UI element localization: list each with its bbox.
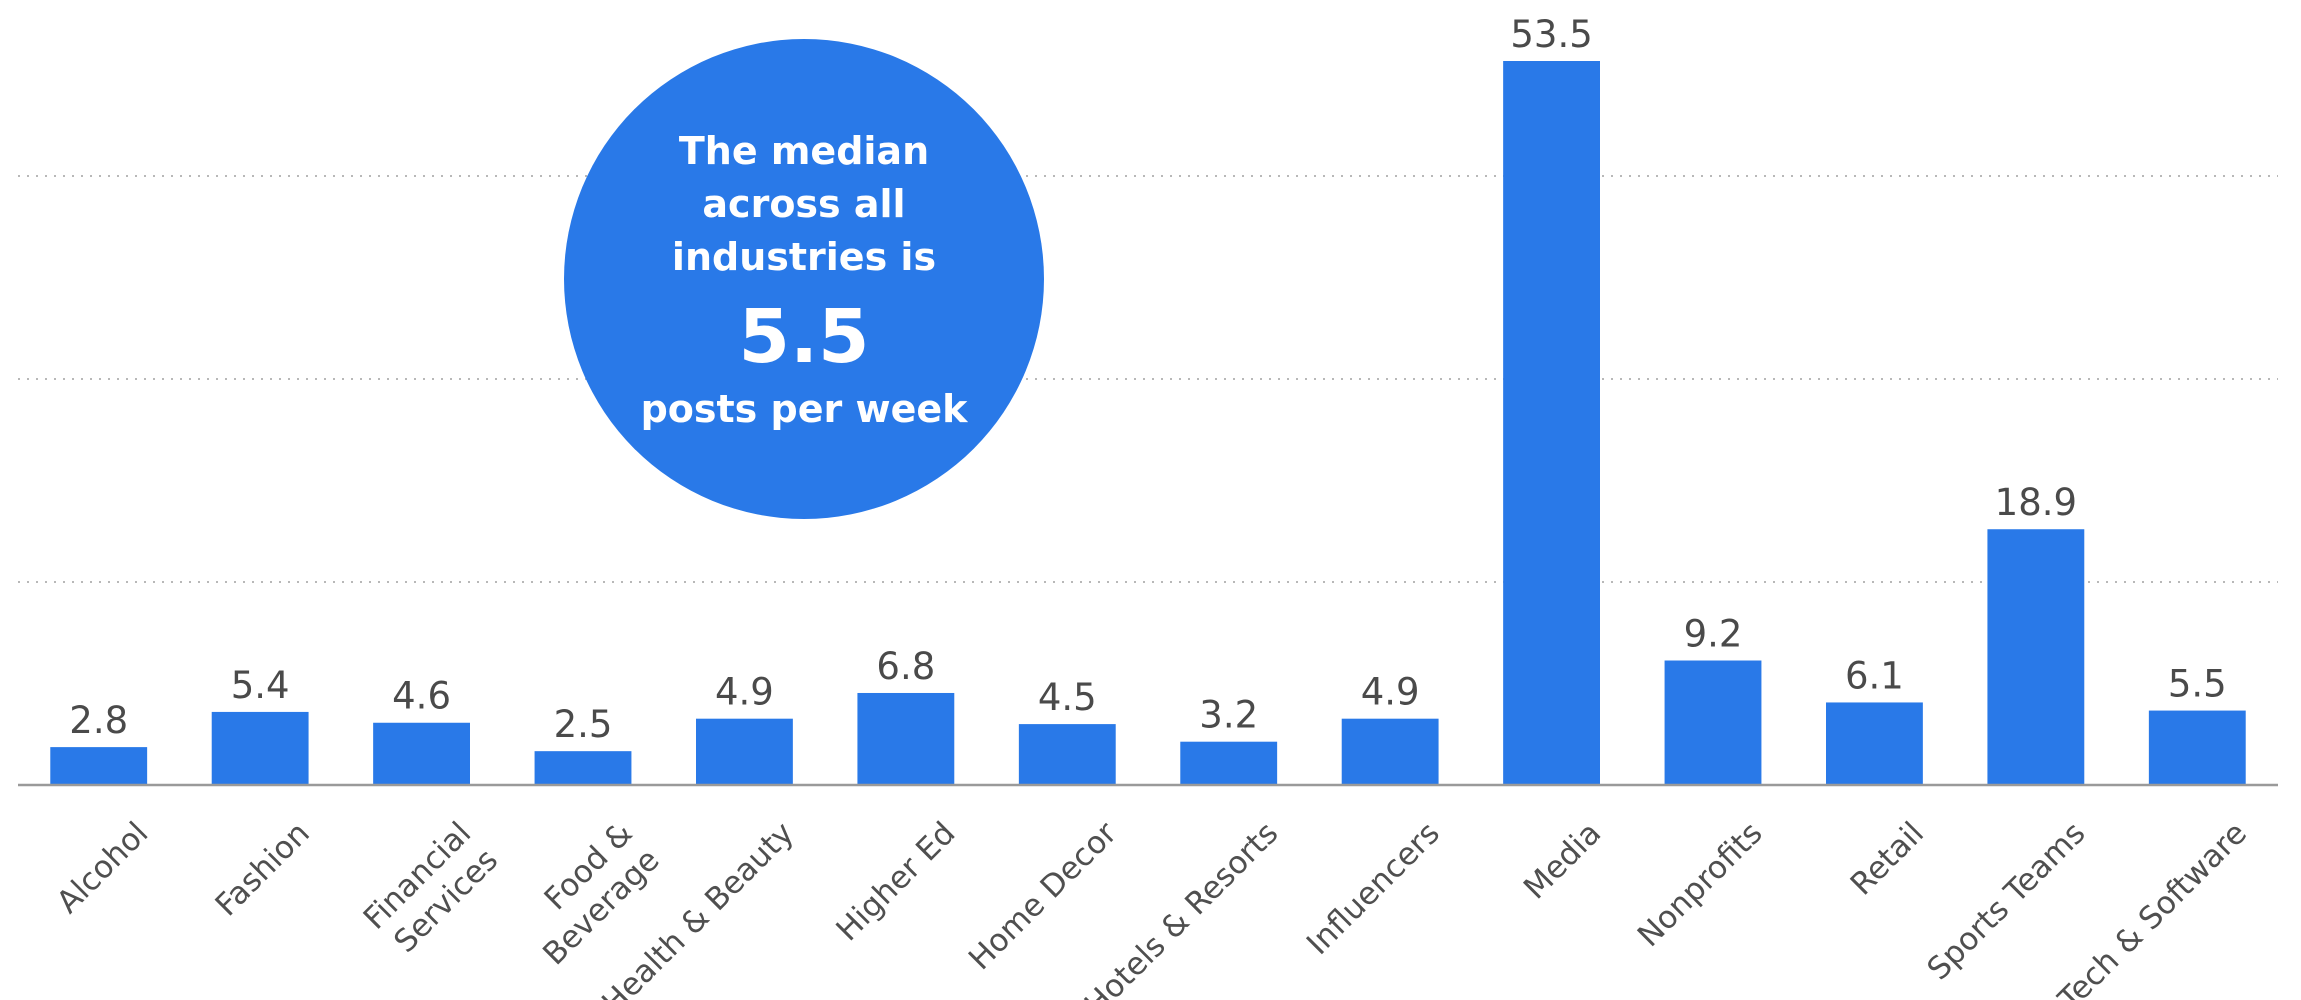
value-label: 3.2: [1199, 694, 1258, 737]
category-label: Alcohol: [50, 815, 155, 920]
bar: [535, 751, 632, 785]
bar: [1180, 742, 1277, 785]
category-label: Sports Teams: [1920, 815, 2092, 987]
value-label: 18.9: [1995, 481, 2077, 524]
value-label: 5.4: [231, 664, 290, 707]
category-label-line: Retail: [1844, 815, 1931, 902]
bar: [212, 712, 309, 785]
callout-line-4: posts per week: [641, 387, 969, 431]
category-label: Nonprofits: [1631, 815, 1770, 954]
category-label-line: Sports Teams: [1920, 815, 2092, 987]
value-label: 4.5: [1038, 676, 1097, 719]
category-label-line: Media: [1517, 815, 1608, 906]
callout-line-3: industries is: [672, 235, 936, 279]
bar: [2149, 711, 2246, 785]
category-label: Media: [1517, 815, 1608, 906]
value-label: 9.2: [1684, 612, 1743, 655]
bar: [1019, 724, 1116, 785]
callout-value: 5.5: [738, 294, 869, 380]
category-label-line: Fashion: [209, 815, 317, 923]
bar: [1342, 719, 1439, 785]
bar: [857, 693, 954, 785]
category-label: FinancialServices: [357, 815, 505, 963]
bar: [373, 723, 470, 785]
category-label: Higher Ed: [829, 815, 962, 948]
category-label-line: Influencers: [1300, 815, 1447, 962]
bar: [1665, 660, 1762, 785]
callout-line-2: across all: [702, 182, 905, 226]
value-label: 6.8: [876, 645, 935, 688]
category-label-line: Higher Ed: [829, 815, 962, 948]
category-label: Influencers: [1300, 815, 1447, 962]
bar: [1503, 61, 1600, 785]
bar: [1826, 702, 1923, 785]
value-label: 4.9: [715, 671, 774, 714]
category-label-line: Alcohol: [50, 815, 155, 920]
bars: [50, 61, 2245, 785]
value-label: 6.1: [1845, 654, 1904, 697]
bar: [1987, 529, 2084, 785]
value-label: 5.5: [2168, 663, 2227, 706]
median-callout: The median across all industries is 5.5 …: [564, 39, 1044, 519]
value-label: 53.5: [1510, 13, 1592, 56]
value-label: 4.6: [392, 675, 451, 718]
category-label: Home Decor: [962, 815, 1124, 977]
category-label-line: Nonprofits: [1631, 815, 1770, 954]
value-labels: 2.8 5.4 4.6 2.5 4.9 6.8 4.5 3.2 4.9 53.5 9.2 6.1 18.…: [69, 13, 2226, 746]
gridlines: [18, 176, 2278, 582]
callout-circle: [564, 39, 1044, 519]
value-label: 2.5: [554, 703, 613, 746]
category-label: Fashion: [209, 815, 317, 923]
value-label: 4.9: [1361, 671, 1420, 714]
bar: [696, 719, 793, 785]
bar: [50, 747, 147, 785]
category-label: Retail: [1844, 815, 1931, 902]
category-label-line: Home Decor: [962, 815, 1124, 977]
category-labels: Alcohol Fashion FinancialServices Food &Bev…: [50, 815, 2254, 1000]
callout-line-1: The median: [679, 129, 929, 173]
value-label: 2.8: [69, 699, 128, 742]
